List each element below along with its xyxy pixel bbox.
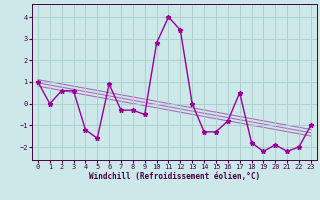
X-axis label: Windchill (Refroidissement éolien,°C): Windchill (Refroidissement éolien,°C) (89, 172, 260, 181)
